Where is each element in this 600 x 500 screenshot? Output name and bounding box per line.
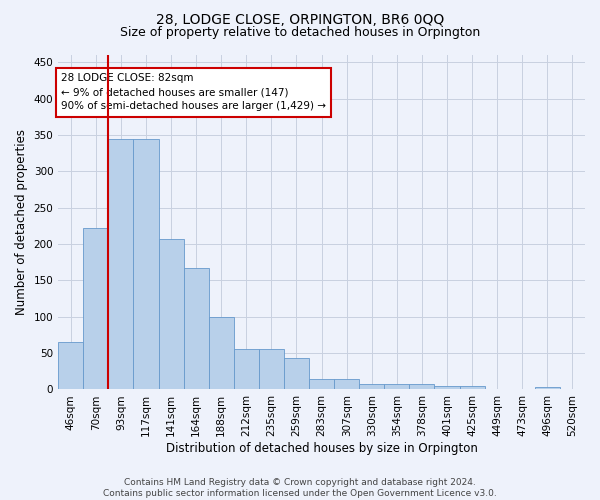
Bar bbox=[259, 348, 284, 390]
Bar bbox=[434, 386, 460, 390]
Bar bbox=[209, 318, 234, 390]
Bar bbox=[460, 386, 485, 390]
Bar bbox=[83, 228, 109, 390]
Bar bbox=[58, 342, 83, 390]
Bar bbox=[158, 239, 184, 390]
Text: 28 LODGE CLOSE: 82sqm
← 9% of detached houses are smaller (147)
90% of semi-deta: 28 LODGE CLOSE: 82sqm ← 9% of detached h… bbox=[61, 74, 326, 112]
Bar bbox=[109, 140, 133, 390]
Bar bbox=[309, 380, 334, 390]
X-axis label: Distribution of detached houses by size in Orpington: Distribution of detached houses by size … bbox=[166, 442, 478, 455]
Bar bbox=[385, 384, 409, 390]
Text: 28, LODGE CLOSE, ORPINGTON, BR6 0QQ: 28, LODGE CLOSE, ORPINGTON, BR6 0QQ bbox=[156, 12, 444, 26]
Bar bbox=[184, 268, 209, 390]
Bar bbox=[535, 386, 560, 390]
Bar bbox=[284, 358, 309, 390]
Bar bbox=[234, 348, 259, 390]
Bar bbox=[334, 380, 359, 390]
Text: Contains HM Land Registry data © Crown copyright and database right 2024.
Contai: Contains HM Land Registry data © Crown c… bbox=[103, 478, 497, 498]
Bar bbox=[409, 384, 434, 390]
Text: Size of property relative to detached houses in Orpington: Size of property relative to detached ho… bbox=[120, 26, 480, 39]
Bar bbox=[359, 384, 385, 390]
Bar bbox=[133, 140, 158, 390]
Y-axis label: Number of detached properties: Number of detached properties bbox=[15, 129, 28, 315]
